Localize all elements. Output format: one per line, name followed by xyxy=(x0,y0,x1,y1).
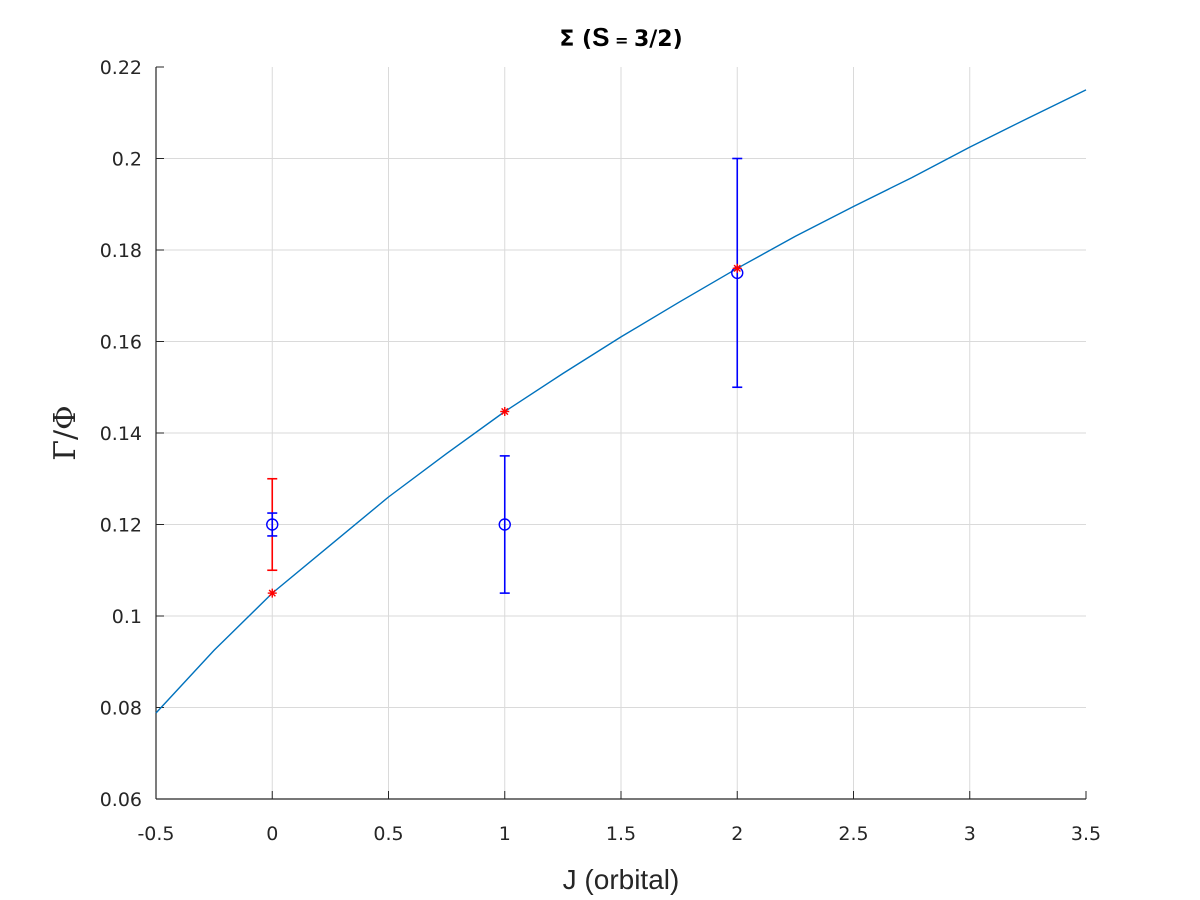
y-tick-label: 0.2 xyxy=(112,149,142,171)
x-tick-labels: -0.5 0 0.5 1 1.5 2 2.5 3 3.5 xyxy=(137,823,1101,845)
y-tick-label: 0.16 xyxy=(100,332,142,354)
plot-area xyxy=(155,89,1087,714)
y-axis-title: Γ/Φ xyxy=(48,405,83,461)
y-tick-label: 0.08 xyxy=(100,698,142,720)
y-tick-label: 0.06 xyxy=(100,789,142,811)
measured-point xyxy=(266,518,279,531)
measured-point xyxy=(498,518,511,531)
y-tick-label: 0.18 xyxy=(100,240,142,262)
grid xyxy=(156,67,1086,799)
x-tick-label: -0.5 xyxy=(137,823,174,845)
measured-error-bar xyxy=(267,512,278,537)
fit-curve xyxy=(155,89,1087,714)
model-point xyxy=(267,588,277,598)
x-tick-label: 3 xyxy=(964,823,976,845)
y-tick-label: 0.14 xyxy=(100,423,142,445)
x-tick-label: 2 xyxy=(731,823,743,845)
model-point xyxy=(732,263,742,273)
x-tick-label: 2.5 xyxy=(838,823,868,845)
asterisk-stroke xyxy=(501,407,509,416)
x-tick-label: 1 xyxy=(499,823,511,845)
y-tick-label: 0.22 xyxy=(100,57,142,79)
x-tick-label: 3.5 xyxy=(1071,823,1101,845)
y-tick-label: 0.1 xyxy=(112,606,142,628)
x-tick-label: 0 xyxy=(266,823,278,845)
model-point xyxy=(500,406,510,416)
x-axis-title: J (orbital) xyxy=(563,864,680,895)
title-symbol: Σ xyxy=(559,27,574,52)
chart-title: Σ (S = 3/2) xyxy=(559,22,682,52)
x-tick-label: 0.5 xyxy=(373,823,403,845)
asterisk-stroke xyxy=(268,589,276,597)
measured-error-bar xyxy=(499,455,510,594)
y-tick-label: 0.12 xyxy=(100,515,142,537)
measured-error-bar xyxy=(732,157,743,389)
y-tick-labels: 0.06 0.08 0.1 0.12 0.14 0.16 0.18 0.2 0.22 xyxy=(100,57,142,811)
title-s: S xyxy=(592,22,609,52)
asterisk-stroke xyxy=(733,264,741,272)
axes xyxy=(155,66,1087,800)
x-tick-label: 1.5 xyxy=(606,823,636,845)
